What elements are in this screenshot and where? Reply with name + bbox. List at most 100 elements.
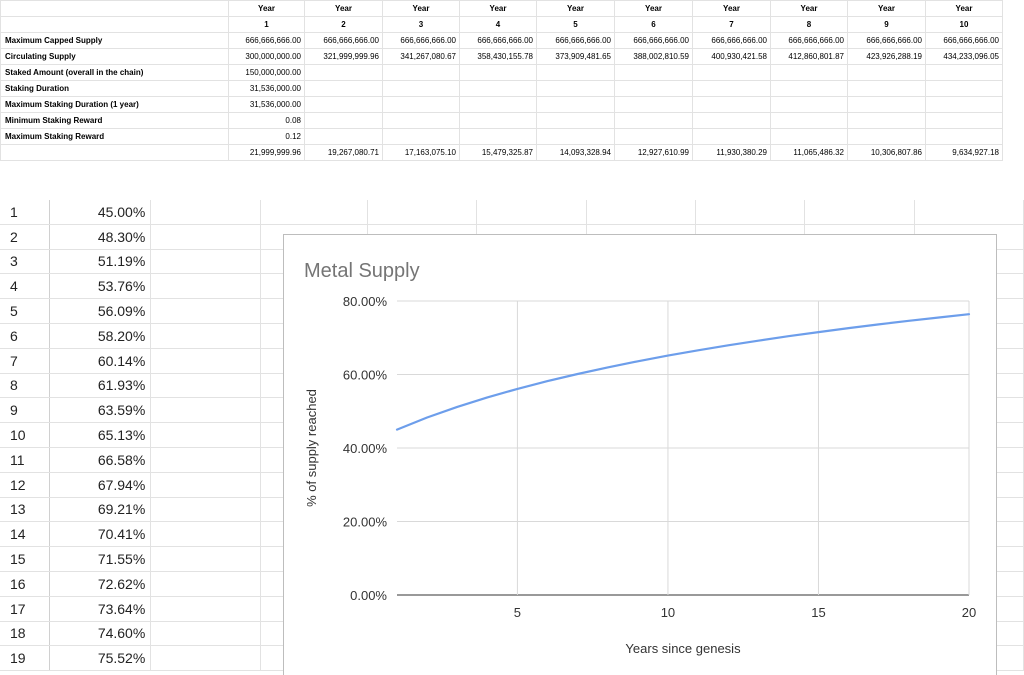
year-number-cell[interactable]: 8 <box>771 17 848 33</box>
year-number-cell[interactable]: 7 <box>693 17 771 33</box>
value-cell[interactable] <box>383 113 460 129</box>
row-number[interactable]: 14 <box>0 522 50 547</box>
value-cell[interactable] <box>693 81 771 97</box>
row-number[interactable]: 7 <box>0 348 50 373</box>
row-label-cell[interactable]: Maximum Capped Supply <box>1 33 229 49</box>
row-number[interactable]: 3 <box>0 249 50 274</box>
row-number[interactable]: 19 <box>0 646 50 671</box>
year-number-cell[interactable]: 6 <box>615 17 693 33</box>
value-cell[interactable] <box>926 65 1003 81</box>
value-cell[interactable] <box>771 129 848 145</box>
value-cell[interactable]: 358,430,155.78 <box>460 49 537 65</box>
value-cell[interactable] <box>848 97 926 113</box>
value-cell[interactable]: 373,909,481.65 <box>537 49 615 65</box>
value-cell[interactable]: 666,666,666.00 <box>771 33 848 49</box>
row-number[interactable]: 9 <box>0 398 50 423</box>
empty-cell[interactable] <box>151 249 260 274</box>
value-cell[interactable]: 666,666,666.00 <box>305 33 383 49</box>
row-number[interactable]: 5 <box>0 299 50 324</box>
value-cell[interactable]: 0.12 <box>229 129 305 145</box>
value-cell[interactable]: 15,479,325.87 <box>460 145 537 161</box>
value-cell[interactable] <box>615 81 693 97</box>
value-cell[interactable]: 21,999,999.96 <box>229 145 305 161</box>
year-number-cell[interactable]: 4 <box>460 17 537 33</box>
supply-percent-cell[interactable]: 71.55% <box>50 547 151 572</box>
empty-cell[interactable] <box>151 200 260 224</box>
supply-percent-cell[interactable]: 56.09% <box>50 299 151 324</box>
value-cell[interactable]: 666,666,666.00 <box>615 33 693 49</box>
supply-percent-cell[interactable]: 66.58% <box>50 447 151 472</box>
empty-cell[interactable] <box>1 17 229 33</box>
value-cell[interactable] <box>460 65 537 81</box>
year-header-cell[interactable]: Year <box>693 1 771 17</box>
value-cell[interactable]: 434,233,096.05 <box>926 49 1003 65</box>
empty-cell[interactable] <box>368 200 477 224</box>
value-cell[interactable] <box>383 129 460 145</box>
value-cell[interactable]: 10,306,807.86 <box>848 145 926 161</box>
supply-percent-cell[interactable]: 65.13% <box>50 423 151 448</box>
value-cell[interactable] <box>615 129 693 145</box>
supply-percent-cell[interactable]: 63.59% <box>50 398 151 423</box>
row-number[interactable]: 2 <box>0 224 50 249</box>
value-cell[interactable]: 666,666,666.00 <box>383 33 460 49</box>
value-cell[interactable]: 666,666,666.00 <box>926 33 1003 49</box>
value-cell[interactable]: 11,930,380.29 <box>693 145 771 161</box>
empty-cell[interactable] <box>914 200 1023 224</box>
year-number-cell[interactable]: 1 <box>229 17 305 33</box>
value-cell[interactable]: 666,666,666.00 <box>460 33 537 49</box>
supply-percent-cell[interactable]: 53.76% <box>50 274 151 299</box>
supply-percent-cell[interactable]: 75.52% <box>50 646 151 671</box>
supply-percent-cell[interactable]: 45.00% <box>50 200 151 224</box>
value-cell[interactable] <box>693 113 771 129</box>
value-cell[interactable] <box>383 97 460 113</box>
empty-cell[interactable] <box>151 621 260 646</box>
row-label-cell[interactable]: Staked Amount (overall in the chain) <box>1 65 229 81</box>
value-cell[interactable] <box>926 97 1003 113</box>
row-label-cell[interactable] <box>1 145 229 161</box>
value-cell[interactable]: 666,666,666.00 <box>537 33 615 49</box>
value-cell[interactable] <box>305 97 383 113</box>
value-cell[interactable] <box>615 65 693 81</box>
supply-percent-cell[interactable]: 73.64% <box>50 596 151 621</box>
supply-percent-cell[interactable]: 70.41% <box>50 522 151 547</box>
value-cell[interactable] <box>460 129 537 145</box>
value-cell[interactable] <box>771 65 848 81</box>
empty-cell[interactable] <box>151 547 260 572</box>
value-cell[interactable] <box>848 65 926 81</box>
supply-percent-cell[interactable]: 67.94% <box>50 472 151 497</box>
value-cell[interactable]: 300,000,000.00 <box>229 49 305 65</box>
year-header-cell[interactable]: Year <box>771 1 848 17</box>
value-cell[interactable]: 666,666,666.00 <box>229 33 305 49</box>
row-number[interactable]: 17 <box>0 596 50 621</box>
row-number[interactable]: 8 <box>0 373 50 398</box>
supply-percent-cell[interactable]: 48.30% <box>50 224 151 249</box>
value-cell[interactable] <box>305 81 383 97</box>
supply-percent-cell[interactable]: 74.60% <box>50 621 151 646</box>
empty-cell[interactable] <box>695 200 804 224</box>
year-number-cell[interactable]: 9 <box>848 17 926 33</box>
empty-cell[interactable] <box>477 200 586 224</box>
value-cell[interactable]: 341,267,080.67 <box>383 49 460 65</box>
row-number[interactable]: 18 <box>0 621 50 646</box>
row-number[interactable]: 4 <box>0 274 50 299</box>
value-cell[interactable] <box>926 129 1003 145</box>
value-cell[interactable] <box>926 81 1003 97</box>
value-cell[interactable] <box>537 65 615 81</box>
empty-cell[interactable] <box>151 472 260 497</box>
value-cell[interactable] <box>537 113 615 129</box>
empty-cell[interactable] <box>1 1 229 17</box>
empty-cell[interactable] <box>151 299 260 324</box>
value-cell[interactable] <box>926 113 1003 129</box>
empty-cell[interactable] <box>151 447 260 472</box>
value-cell[interactable] <box>615 97 693 113</box>
supply-percent-cell[interactable]: 69.21% <box>50 497 151 522</box>
value-cell[interactable]: 17,163,075.10 <box>383 145 460 161</box>
value-cell[interactable]: 423,926,288.19 <box>848 49 926 65</box>
row-number[interactable]: 12 <box>0 472 50 497</box>
supply-percent-cell[interactable]: 72.62% <box>50 571 151 596</box>
value-cell[interactable] <box>383 81 460 97</box>
value-cell[interactable] <box>537 129 615 145</box>
empty-cell[interactable] <box>151 497 260 522</box>
value-cell[interactable]: 31,536,000.00 <box>229 97 305 113</box>
